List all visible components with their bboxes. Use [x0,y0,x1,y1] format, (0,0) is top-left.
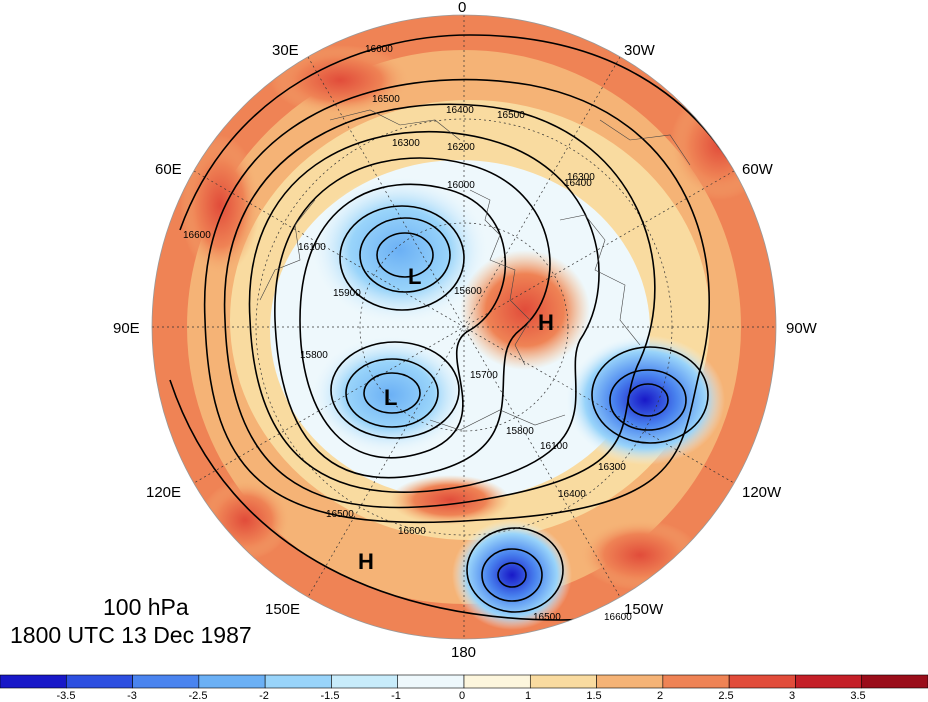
lon-label-0: 0 [458,0,466,16]
low-center-marker: L [384,385,397,410]
map-level-caption: 100 hPa [103,594,189,620]
pressure-centers: L L H H [358,264,554,574]
lon-label-120w: 120W [742,484,782,501]
colorbar-tick-label: -2 [259,690,269,702]
colorbar-tick-label: 2.5 [718,690,733,702]
height-contours [169,34,776,621]
colorbar-tick-label: -1 [391,690,401,702]
colorbar-box [529,674,597,689]
contour-label: 16400 [564,178,592,189]
map-time-caption: 1800 UTC 13 Dec 1987 [10,622,252,648]
contour-label: 15600 [454,286,482,297]
contour-label: 16500 [497,110,525,121]
contour-label: 16500 [372,94,400,105]
contour-label: 16300 [598,462,626,473]
colorbar-box [65,674,133,689]
lon-label-30w: 30W [624,42,656,59]
colorbar-tick-label: -3 [127,690,137,702]
contour-label: 16600 [365,44,393,55]
map-boundary [151,14,777,640]
lon-label-30e: 30E [272,42,299,59]
longitude-labels: 0 30W 60W 90W 120W 150W 180 150E 120E 90… [113,0,818,661]
colorbar-box [463,674,531,689]
contour-label: 16600 [604,612,632,623]
contour-label: 16600 [398,526,426,537]
lon-label-180: 180 [451,644,476,661]
lon-label-60e: 60E [155,161,182,178]
lon-label-120e: 120E [146,484,181,501]
contour-label: 16300 [567,172,595,183]
lon-label-150e: 150E [265,601,300,618]
colorbar-tick-label: 2 [657,690,663,702]
colorbar-tick-label: 3.5 [850,690,865,702]
colorbar-box [662,674,730,689]
colorbar-box [331,674,399,689]
colorbar-tick-label: 1 [525,690,531,702]
lon-label-90e: 90E [113,320,140,337]
contour-label: 15900 [333,288,361,299]
contour-label: 16200 [447,142,475,153]
anomaly-shading [152,15,776,639]
graticule [152,15,776,639]
colorbar-tick-label: 1.5 [586,690,601,702]
colorbar-tick-label: -1.5 [321,690,340,702]
colorbar-box [0,674,67,689]
coastlines [259,109,691,431]
colorbar: -3.5 -3 -2.5 -2 -1.5 -1 0 1 1.5 2 2.5 3 … [0,674,928,702]
contour-label: 16000 [447,180,475,191]
colorbar-box [861,674,928,689]
colorbar-ticks: -3.5 -3 -2.5 -2 -1.5 -1 0 1 1.5 2 2.5 3 … [57,690,866,702]
contour-label: 15700 [470,370,498,381]
contour-label: 16600 [183,230,211,241]
colorbar-tick-label: 3 [789,690,795,702]
high-center-marker: H [538,310,554,335]
contour-label: 16100 [540,441,568,452]
colorbar-tick-label: -3.5 [57,690,76,702]
contour-label: 16300 [392,138,420,149]
contour-label: 16400 [558,489,586,500]
colorbar-tick-label: 0 [459,690,465,702]
colorbar-box [397,674,465,689]
colorbar-boxes [0,674,928,689]
contour-label: 16400 [446,105,474,116]
contour-label: 15800 [506,426,534,437]
contour-label: 15800 [300,350,328,361]
low-center-marker: L [408,264,421,289]
colorbar-box [132,674,200,689]
colorbar-box [264,674,332,689]
high-center-marker: H [358,549,374,574]
contour-label: 16500 [326,509,354,520]
contour-label: 16100 [298,242,326,253]
contour-labels: 16600 16500 16400 16300 16200 16100 1600… [183,44,632,623]
colorbar-box [728,674,796,689]
colorbar-box [795,674,863,689]
colorbar-box [596,674,664,689]
colorbar-box [198,674,266,689]
contour-label: 16500 [533,612,561,623]
lon-label-60w: 60W [742,161,774,178]
colorbar-tick-label: -2.5 [189,690,208,702]
lon-label-90w: 90W [786,320,818,337]
lon-label-150w: 150W [624,601,664,618]
